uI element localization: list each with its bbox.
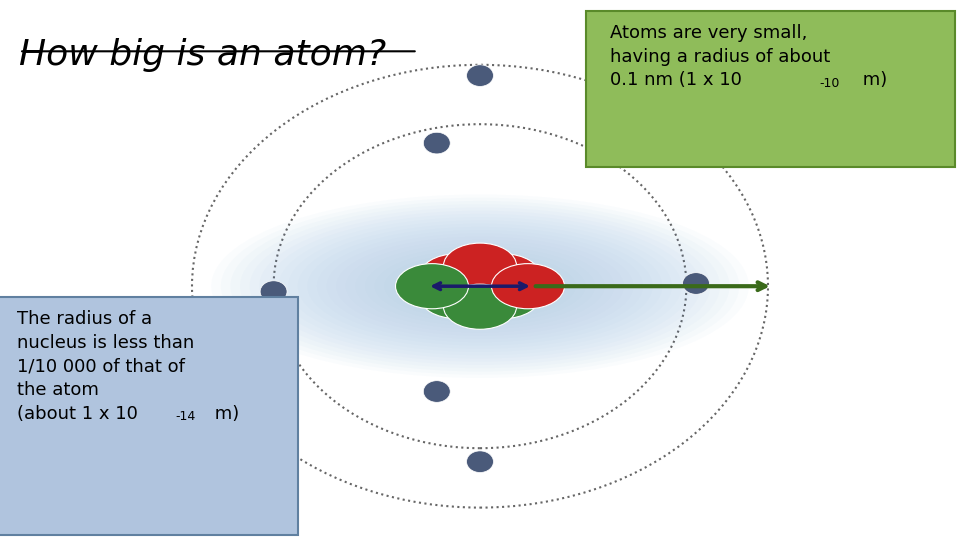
Ellipse shape [492,264,564,309]
Ellipse shape [260,281,287,302]
Text: having a radius of about: having a radius of about [610,48,829,65]
Ellipse shape [444,243,516,288]
Text: 0.1 nm (1 x 10: 0.1 nm (1 x 10 [610,71,741,89]
Ellipse shape [468,273,540,319]
Ellipse shape [468,254,540,299]
Ellipse shape [423,381,450,402]
Text: 1/10 000 of that of: 1/10 000 of that of [17,357,185,375]
Ellipse shape [423,132,450,154]
Text: the atom: the atom [17,381,99,399]
Ellipse shape [467,451,493,472]
Text: -10: -10 [819,77,839,90]
Text: m): m) [857,71,888,89]
Ellipse shape [444,284,516,329]
Ellipse shape [683,273,709,294]
Text: Atoms are very small,: Atoms are very small, [610,24,807,42]
Ellipse shape [396,264,468,309]
Ellipse shape [420,273,492,319]
FancyBboxPatch shape [586,11,955,167]
FancyBboxPatch shape [0,297,298,535]
Text: -14: -14 [176,410,196,423]
Text: (about 1 x 10: (about 1 x 10 [17,405,138,423]
Text: nucleus is less than: nucleus is less than [17,334,195,352]
Ellipse shape [420,254,492,299]
Text: m): m) [209,405,240,423]
Ellipse shape [467,65,493,86]
Text: The radius of a: The radius of a [17,310,153,328]
Text: How big is an atom?: How big is an atom? [19,38,386,72]
